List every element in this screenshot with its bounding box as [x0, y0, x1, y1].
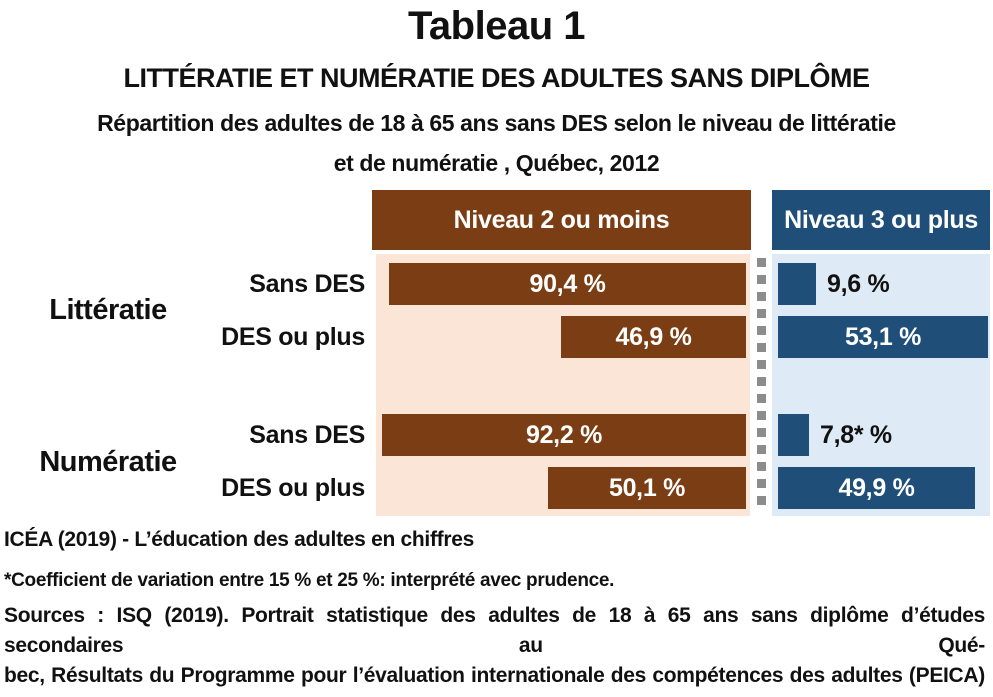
coefficient-note: *Coefficient de variation entre 15 % et … — [4, 570, 615, 591]
bar-niveau2-litteratie-des-ou-plus: 46,9 % — [561, 316, 746, 358]
row-label-des-ou-plus-litteratie: DES ou plus — [221, 323, 365, 351]
bar-niveau3-litteratie-sans-des — [778, 263, 816, 305]
bar-group-left-row2: 92,2 % — [376, 414, 746, 456]
bar-value-label: 92,2 % — [525, 420, 603, 449]
bar-group-left-row3: 50,1 % — [376, 467, 746, 509]
chart-description-line-1: Répartition des adultes de 18 à 65 ans s… — [97, 110, 896, 136]
bar-group-right-row3: 49,9 % — [778, 467, 975, 509]
bar-niveau3-numeratie-sans-des — [778, 414, 809, 456]
bar-value-label: 9,6 % — [827, 269, 890, 298]
page-subtitle: LITTÉRATIE ET NUMÉRATIE DES ADULTES SANS… — [123, 63, 870, 93]
group-label-litteratie: Littératie — [49, 294, 167, 326]
bar-niveau3-litteratie-des-ou-plus: 53,1 % — [778, 316, 988, 358]
bar-group-right-row2: 7,8* % — [778, 414, 892, 456]
sources-line-2: bec, Résultats du Programme pour l’évalu… — [4, 664, 985, 697]
row-label-des-ou-plus-numeratie: DES ou plus — [221, 474, 365, 502]
chart-description-line-2: et de numératie , Québec, 2012 — [333, 150, 660, 176]
bar-value-label: 7,8* % — [820, 420, 892, 449]
bar-value-label: 53,1 % — [844, 322, 922, 351]
credit-line: ICÉA (2019) - L’éducation des adultes en… — [4, 528, 474, 551]
sources-paragraph: Sources : ISQ (2019). Portrait statistiq… — [4, 601, 985, 697]
page-title: Tableau 1 — [407, 4, 586, 48]
bar-niveau2-numeratie-des-ou-plus: 50,1 % — [548, 467, 746, 509]
bar-group-left-row0: 90,4 % — [376, 263, 746, 305]
bar-group-left-row1: 46,9 % — [376, 316, 746, 358]
sources-line-1: Sources : ISQ (2019). Portrait statistiq… — [4, 604, 985, 657]
column-header-niveau-3-ou-plus: Niveau 3 ou plus — [772, 190, 990, 250]
bar-value-label: 49,9 % — [838, 473, 915, 502]
bar-niveau2-numeratie-sans-des: 92,2 % — [382, 414, 746, 456]
bar-niveau2-litteratie-sans-des: 90,4 % — [389, 263, 746, 305]
dotted-divider — [757, 258, 766, 511]
bar-value-label: 90,4 % — [529, 269, 606, 298]
bar-group-right-row0: 9,6 % — [778, 263, 890, 305]
bar-value-label: 46,9 % — [615, 322, 692, 351]
row-label-sans-des-litteratie: Sans DES — [249, 270, 365, 298]
bar-niveau3-numeratie-des-ou-plus: 49,9 % — [778, 467, 975, 509]
group-label-numeratie: Numératie — [39, 446, 177, 478]
row-label-sans-des-numeratie: Sans DES — [249, 421, 365, 449]
bar-group-right-row1: 53,1 % — [778, 316, 988, 358]
column-header-niveau-2-ou-moins: Niveau 2 ou moins — [372, 190, 751, 250]
bar-value-label: 50,1 % — [608, 473, 686, 502]
